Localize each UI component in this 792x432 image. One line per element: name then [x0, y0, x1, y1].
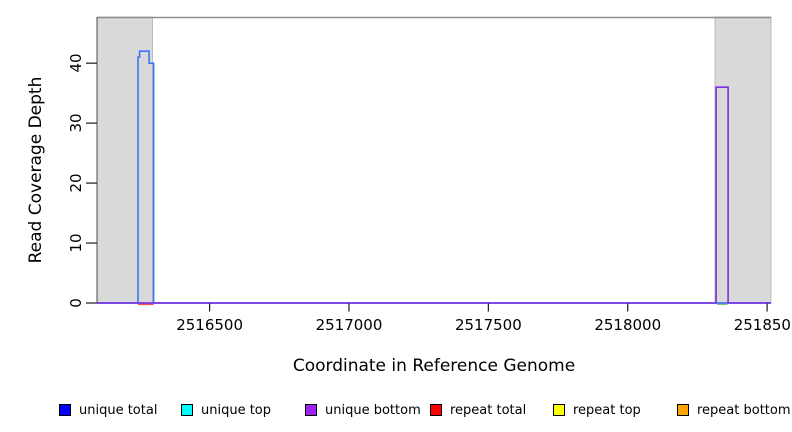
left-masked-region: [96, 16, 153, 304]
legend: unique total unique top unique bottom repea…: [0, 398, 792, 422]
legend-item-unique-total: unique total: [59, 401, 157, 419]
legend-item-repeat-top: repeat top: [553, 401, 641, 419]
legend-swatch-repeat-bottom: [677, 404, 689, 416]
legend-label: repeat bottom: [697, 402, 791, 418]
legend-swatch-unique-bottom: [305, 404, 317, 416]
legend-label: unique total: [79, 402, 158, 418]
legend-swatch-unique-top: [181, 404, 193, 416]
x-tick-label: 2517500: [454, 316, 522, 334]
legend-swatch-repeat-total: [430, 404, 442, 416]
x-tick-label: 2518500: [733, 316, 792, 334]
legend-label: repeat total: [450, 402, 527, 418]
y-tick-label: 10: [67, 233, 85, 253]
legend-label: unique top: [201, 402, 272, 418]
x-axis-title: Coordinate in Reference Genome: [292, 356, 576, 376]
right-masked-region: [714, 16, 772, 304]
legend-swatch-unique-total: [59, 404, 71, 416]
y-tick-label: 20: [67, 173, 85, 193]
x-tick-label: 2516500: [176, 316, 244, 334]
x-tick-label: 2518000: [594, 316, 662, 334]
unique-bottom-series: [97, 86, 771, 304]
legend-item-repeat-total: repeat total: [430, 401, 526, 419]
y-tick-label: 30: [67, 113, 85, 133]
y-tick-label: 40: [67, 53, 85, 73]
x-tick-label: 2517000: [315, 316, 383, 334]
legend-item-repeat-bottom: repeat bottom: [677, 401, 791, 419]
unique-total-series: [97, 50, 771, 304]
legend-item-unique-bottom: unique bottom: [305, 401, 421, 419]
y-axis-title: Read Coverage Depth: [26, 76, 46, 264]
y-tick-label: 0: [67, 298, 85, 308]
legend-item-unique-top: unique top: [181, 401, 271, 419]
legend-label: repeat top: [573, 402, 641, 418]
legend-label: unique bottom: [325, 402, 421, 418]
legend-swatch-repeat-top: [553, 404, 565, 416]
